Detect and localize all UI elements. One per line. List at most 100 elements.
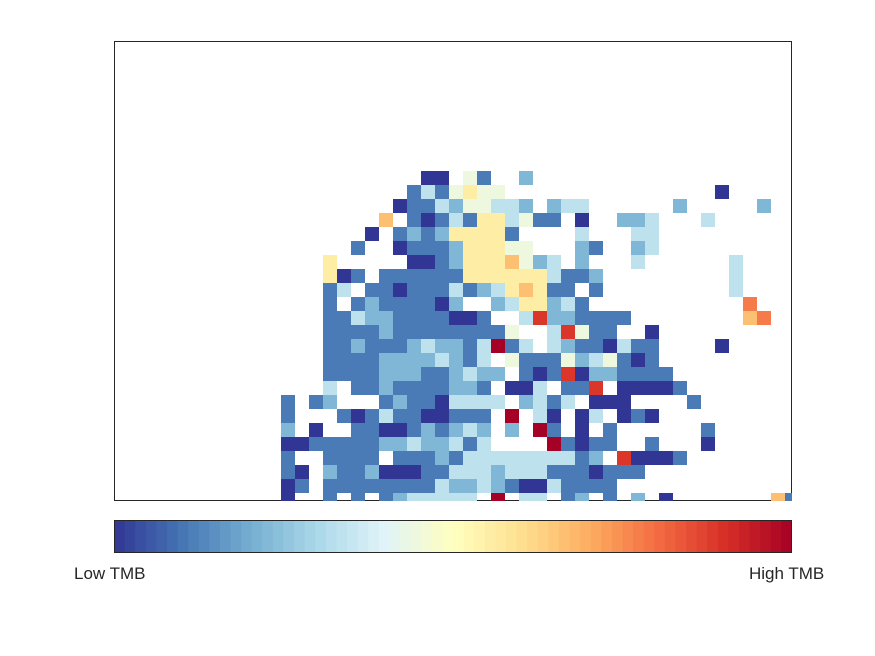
colorbar-band [580, 520, 592, 553]
colorbar-band [124, 520, 136, 553]
heatmap-cell [575, 409, 589, 423]
heatmap-cell [575, 241, 589, 255]
colorbar-band [770, 520, 783, 553]
heatmap-cell [547, 255, 561, 269]
colorbar-band [463, 520, 475, 553]
heatmap-cell [631, 255, 645, 269]
heatmap-cell [379, 465, 393, 479]
heatmap-cell [421, 381, 435, 395]
heatmap-cell [491, 493, 505, 501]
heatmap-cell [547, 395, 561, 409]
heatmap-cell [561, 325, 575, 339]
colorbar-band [315, 520, 327, 553]
heatmap-cell [365, 381, 379, 395]
heatmap-cell [617, 339, 631, 353]
heatmap-cell [533, 297, 547, 311]
heatmap-cell [421, 367, 435, 381]
heatmap-cell [351, 269, 365, 283]
heatmap-cell [673, 199, 687, 213]
heatmap-cell [407, 381, 421, 395]
heatmap-cell [365, 423, 379, 437]
heatmap-cell [477, 395, 491, 409]
colorbar-band [495, 520, 507, 553]
heatmap-cell [505, 227, 519, 241]
heatmap-cell [533, 269, 547, 283]
heatmap-cell [407, 241, 421, 255]
colorbar-band [114, 520, 126, 553]
heatmap-cell [561, 199, 575, 213]
heatmap-cell [519, 451, 533, 465]
heatmap-cell [561, 395, 575, 409]
heatmap-cell [463, 395, 477, 409]
heatmap-cell [729, 283, 743, 297]
heatmap-cell [379, 311, 393, 325]
heatmap-cell [533, 465, 547, 479]
heatmap-cell [505, 465, 519, 479]
heatmap-cell [757, 311, 771, 325]
heatmap-cell [631, 409, 645, 423]
heatmap-cell [659, 451, 673, 465]
heatmap-cell [477, 367, 491, 381]
heatmap-cell [449, 409, 463, 423]
heatmap-cell [365, 297, 379, 311]
heatmap-cell [589, 311, 603, 325]
heatmap-cell [421, 199, 435, 213]
colorbar-band [611, 520, 624, 553]
colorbar-band [739, 520, 751, 553]
heatmap-cell [421, 395, 435, 409]
heatmap-cell [547, 311, 561, 325]
heatmap-cell [393, 409, 407, 423]
heatmap-cell [547, 437, 561, 451]
colorbar-band [622, 520, 634, 553]
heatmap-cell [323, 339, 337, 353]
heatmap-cell [645, 213, 659, 227]
heatmap-cell [575, 353, 589, 367]
heatmap-cell [449, 311, 463, 325]
heatmap-cell [533, 353, 547, 367]
heatmap-cell [295, 437, 309, 451]
heatmap-cell [407, 199, 421, 213]
heatmap-cell [421, 437, 435, 451]
heatmap-cell [505, 213, 519, 227]
heatmap-cell [645, 325, 659, 339]
heatmap-cell [519, 269, 533, 283]
heatmap-cell [435, 227, 449, 241]
heatmap-cell [519, 479, 533, 493]
heatmap-cell [673, 381, 687, 395]
heatmap-cell [379, 213, 393, 227]
heatmap-cell [715, 339, 729, 353]
heatmap-cell [519, 255, 533, 269]
heatmap-cell [309, 437, 323, 451]
heatmap-cell [617, 381, 631, 395]
heatmap-cell [491, 395, 505, 409]
heatmap-cell [379, 409, 393, 423]
colorbar-band [590, 520, 602, 553]
heatmap-cell [435, 493, 449, 501]
heatmap-cell [463, 283, 477, 297]
heatmap-cell [617, 367, 631, 381]
heatmap-cell [449, 269, 463, 283]
colorbar-band [389, 520, 401, 553]
heatmap-cell [659, 381, 673, 395]
heatmap-cell [449, 241, 463, 255]
colorbar-band [166, 520, 179, 553]
heatmap-cell [351, 409, 365, 423]
heatmap-cell [561, 339, 575, 353]
heatmap-cell [323, 493, 337, 501]
heatmap-cell [575, 367, 589, 381]
heatmap-cell [365, 451, 379, 465]
heatmap-cell [281, 409, 295, 423]
heatmap-cell [519, 283, 533, 297]
heatmap-cell [449, 493, 463, 501]
heatmap-cell [421, 339, 435, 353]
heatmap-cell [463, 381, 477, 395]
heatmap-cell [631, 339, 645, 353]
colorbar-band [654, 520, 666, 553]
heatmap-cell [449, 339, 463, 353]
heatmap-cell [547, 269, 561, 283]
heatmap-cell [351, 479, 365, 493]
colorbar-band [548, 520, 560, 553]
heatmap-cell [505, 241, 519, 255]
heatmap-plot [114, 41, 792, 501]
heatmap-cell [533, 479, 547, 493]
